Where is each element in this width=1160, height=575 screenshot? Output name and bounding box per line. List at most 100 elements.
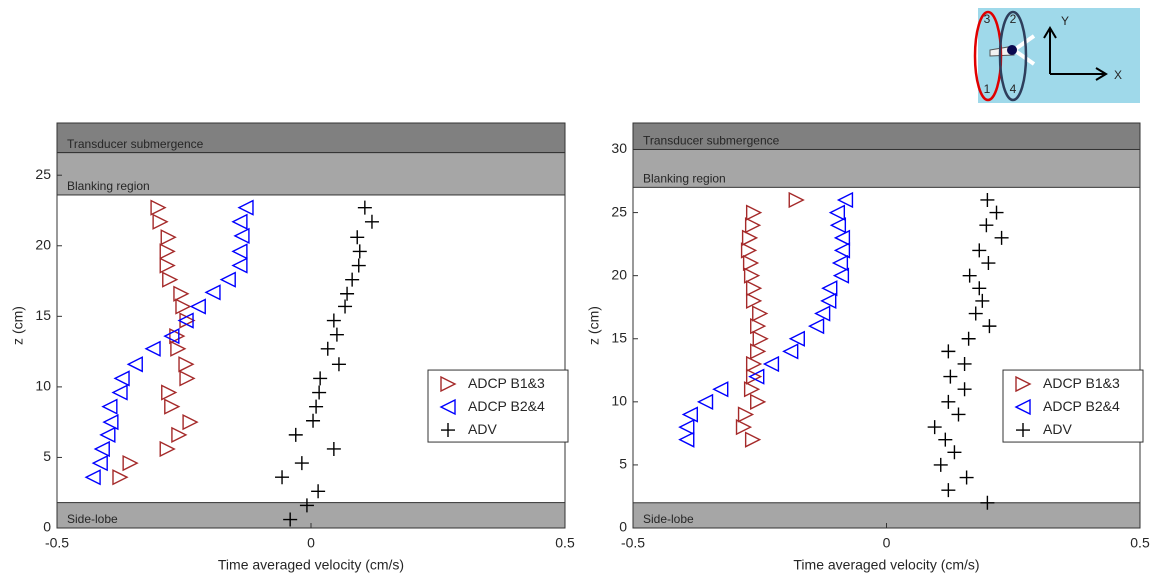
y-tick-label: 30 [611,140,627,156]
data-point [178,356,195,373]
data-point [329,327,344,342]
legend-marker [439,398,456,416]
data-point [175,298,192,315]
data-point [933,457,948,472]
data-point [112,469,129,486]
data-point [326,441,341,456]
data-point [294,456,309,471]
axis-label: X [1114,68,1122,82]
data-point [831,254,849,272]
data-point [159,243,176,260]
data-point [712,381,729,398]
data-point [182,414,199,431]
data-point [980,495,995,510]
data-point [742,254,760,272]
data-point [959,470,974,485]
data-point [93,440,110,458]
legend-label: ADCP B1&3 [1043,375,1120,391]
y-tick-label: 15 [35,307,51,323]
data-point [331,357,346,372]
x-tick-label: 0 [883,535,891,551]
data-point [350,230,365,245]
x-axis-label: Time averaged velocity (cm/s) [218,557,404,573]
data-point [737,406,755,423]
data-point [309,399,324,414]
data-point [941,344,956,359]
data-point [982,319,997,334]
data-point [750,317,767,335]
data-point [740,242,758,259]
data-point [927,420,942,435]
y-tick-label: 20 [35,236,51,252]
data-point [326,313,341,328]
x-tick-label: 0 [307,535,315,551]
data-point [84,469,101,486]
region-label: Side-lobe [67,512,118,526]
data-point [745,280,763,297]
y-tick-label: 5 [619,456,627,472]
data-point [101,398,118,415]
data-point [173,285,190,302]
plot: Transducer submergence Blanking region Sid… [10,122,575,573]
data-point [99,426,116,443]
legend-marker [440,375,457,393]
legend-label: ADCP B1&3 [468,375,545,391]
data-point [306,413,321,428]
data-point [989,205,1004,220]
data-point [788,191,805,209]
data-point [752,330,769,347]
region-label: Blanking region [67,179,150,193]
data-point [980,192,995,207]
region-label: Side-lobe [643,512,694,526]
data-point [150,199,167,216]
data-point [744,431,762,448]
data-point [951,407,966,422]
data-point [748,368,765,385]
axis-arrows [1043,26,1108,81]
y-axis-label: z (cm) [586,306,602,345]
y-axis-label: z (cm) [10,306,26,345]
data-point [170,340,187,357]
data-point [788,330,805,347]
y-tick-label: 15 [611,329,627,345]
legend-marker [1014,398,1031,416]
data-point [164,398,181,415]
data-point [352,244,367,259]
y-tick-label: 5 [43,448,51,464]
x-tick-label: -0.5 [45,535,69,551]
data-point [299,498,314,513]
data-point [311,484,326,499]
data-point [177,312,194,329]
plot: Transducer submergence Blanking region Sid… [586,122,1150,573]
data-point [957,382,972,397]
data-point [678,431,695,448]
data-point [91,454,108,472]
data-point [159,257,176,274]
data-point [807,317,825,335]
data-point [744,217,762,234]
data-point [126,356,143,373]
data-point [836,191,854,209]
data-point [975,293,990,308]
data-point [743,267,761,284]
data-point [163,327,180,345]
data-point [160,229,177,246]
y-tick-label: 10 [35,378,51,394]
data-point [820,292,837,310]
data-point [233,227,250,245]
data-point [833,242,851,259]
x-tick-label: -0.5 [621,535,645,551]
region [632,148,1141,188]
data-point [961,331,976,346]
data-point [179,370,196,387]
data-point [957,356,972,371]
x-tick-label: 0.5 [555,535,575,551]
data-point [745,355,763,373]
data-point [696,393,714,410]
data-point [947,445,962,460]
data-point [829,217,847,234]
data-point [237,199,254,216]
data-point [161,384,178,401]
data-point [994,230,1009,245]
